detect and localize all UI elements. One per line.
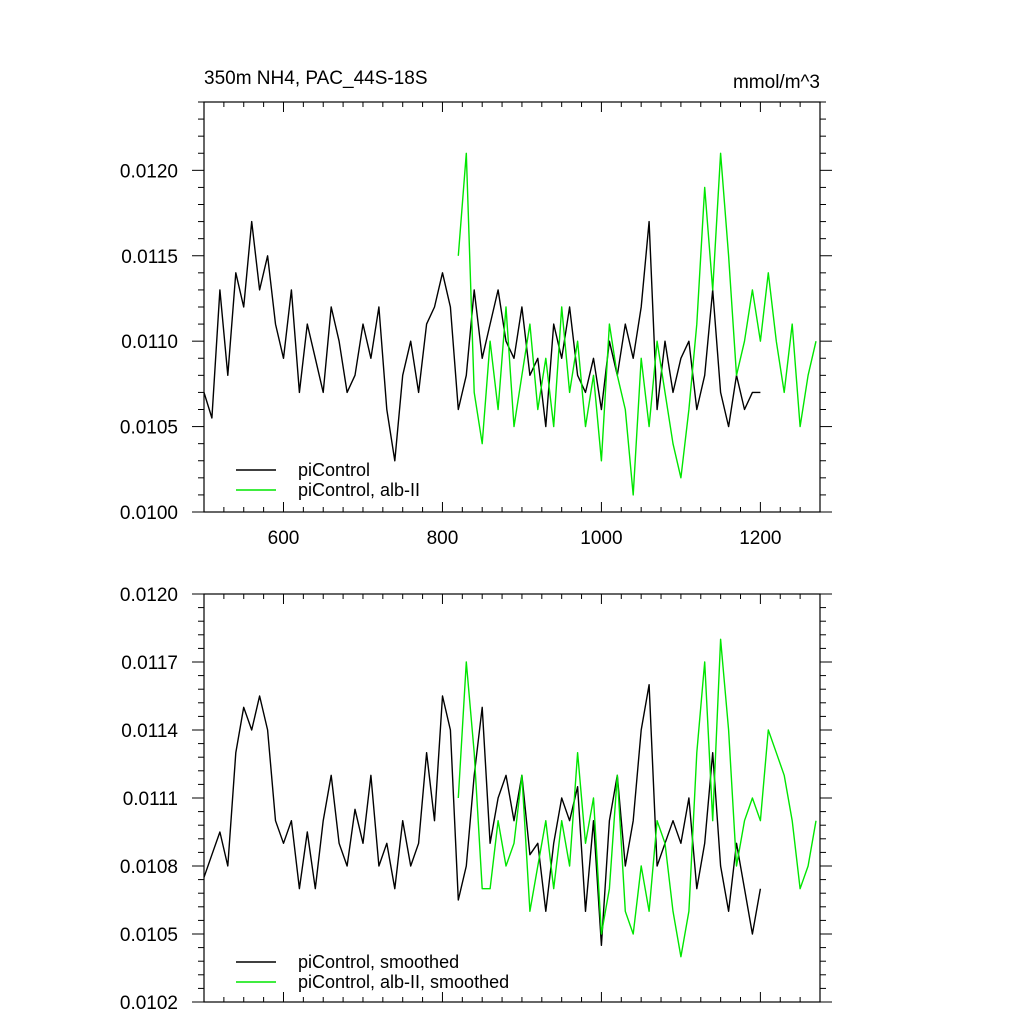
top-x-tick-label: 1200 [739,528,781,549]
top-panel-title: 350m NH4, PAC_44S-18S [204,68,428,89]
top-y-tick-label: 0.0110 [121,332,178,353]
top-legend-label: piControl [298,460,370,480]
bottom-y-tick-label: 0.0105 [120,925,178,946]
top-panel-units: mmol/m^3 [733,72,820,93]
bottom-series-alb-ii-line [457,638,817,958]
top-y-tick-label: 0.0115 [121,247,178,268]
top-series-picontrol-line [203,220,761,462]
bottom-y-tick-label: 0.0120 [120,585,178,606]
top-y-tick-label: 0.0100 [120,503,178,524]
bottom-plot-frame [203,593,821,1003]
top-y-tick-label: 0.0120 [120,161,178,182]
top-x-tick-label: 1000 [580,528,622,549]
bottom-y-tick-label: 0.0108 [120,857,178,878]
bottom-series-picontrol-line [203,684,762,946]
top-panel: 350m NH4, PAC_44S-18S mmol/m^3 600 800 100… [120,68,832,549]
bottom-legend-label: piControl, alb-II, smoothed [298,972,509,992]
bottom-y-tick-label: 0.0102 [120,993,178,1014]
top-y-tick-label: 0.0105 [120,418,178,439]
bottom-y-tick-label: 0.0114 [121,721,178,742]
bottom-y-tick-label: 0.0111 [123,789,178,810]
top-x-tick-label: 800 [427,528,459,549]
top-plot-frame [203,101,821,513]
bottom-panel: 0.0102 0.0105 0.0108 0.0111 0.0114 0.0117 0.01… [120,585,832,1014]
top-x-tick-label: 600 [268,528,300,549]
bottom-y-tick-label: 0.0117 [121,653,178,674]
top-legend-label: piControl, alb-II [298,480,420,500]
top-series-alb-ii-line [457,152,817,496]
bottom-legend-label: piControl, smoothed [298,952,459,972]
